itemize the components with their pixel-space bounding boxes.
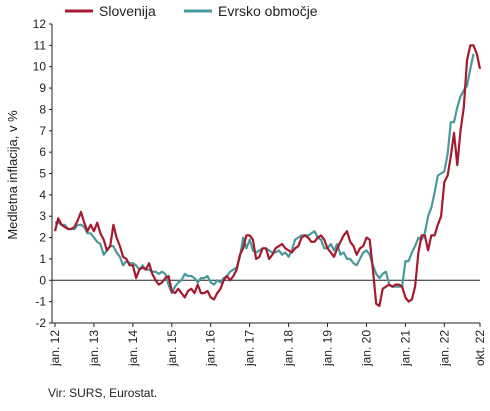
x-tick-label: jan. 20 [359, 330, 373, 367]
x-tick-label: okt. 22 [473, 330, 487, 366]
source-note: Vir: SURS, Eurostat. [48, 386, 158, 400]
y-tick-label: 10 [33, 60, 47, 74]
y-tick-label: 7 [39, 124, 46, 138]
series-line-slovenija [53, 44, 482, 307]
y-tick-label: 9 [39, 81, 46, 95]
x-axis: jan. 12 jan. 13 jan. 14 jan. 15 jan. 16 jan. … [48, 322, 487, 367]
x-tick-label: jan. 12 [48, 330, 62, 367]
x-tick-label: jan. 21 [398, 330, 412, 367]
y-axis-label: Medletna inflacija, v % [5, 110, 20, 240]
y-tick-label: 4 [39, 188, 46, 202]
y-tick-label: 8 [39, 102, 46, 116]
x-tick-label: jan. 14 [126, 330, 140, 367]
legend-label-evrsko-obmocje: Evrsko območje [218, 3, 318, 19]
y-tick-label: 2 [39, 231, 46, 245]
legend: Slovenija Evrsko območje [65, 3, 318, 19]
y-tick-label: -2 [35, 316, 46, 330]
x-tick-label: jan. 18 [282, 330, 296, 367]
x-tick-label: jan. 17 [243, 330, 257, 367]
x-tick-label: jan. 13 [87, 330, 101, 367]
x-tick-label: jan. 19 [321, 330, 335, 367]
y-tick-label: 5 [39, 167, 46, 181]
y-tick-label: -1 [35, 295, 46, 309]
y-tick-label: 0 [39, 273, 46, 287]
series-lines [53, 44, 482, 307]
x-tick-label: jan. 22 [437, 330, 451, 367]
x-tick-label: jan. 15 [165, 330, 179, 367]
y-tick-label: 6 [39, 145, 46, 159]
y-tick-label: 3 [39, 209, 46, 223]
legend-label-slovenija: Slovenija [99, 3, 156, 19]
y-tick-label: 12 [33, 17, 47, 31]
series-line-evrsko-obmo-je [55, 53, 475, 295]
x-tick-label: jan. 16 [204, 330, 218, 367]
y-tick-label: 11 [34, 38, 47, 52]
y-tick-label: 1 [39, 252, 46, 266]
